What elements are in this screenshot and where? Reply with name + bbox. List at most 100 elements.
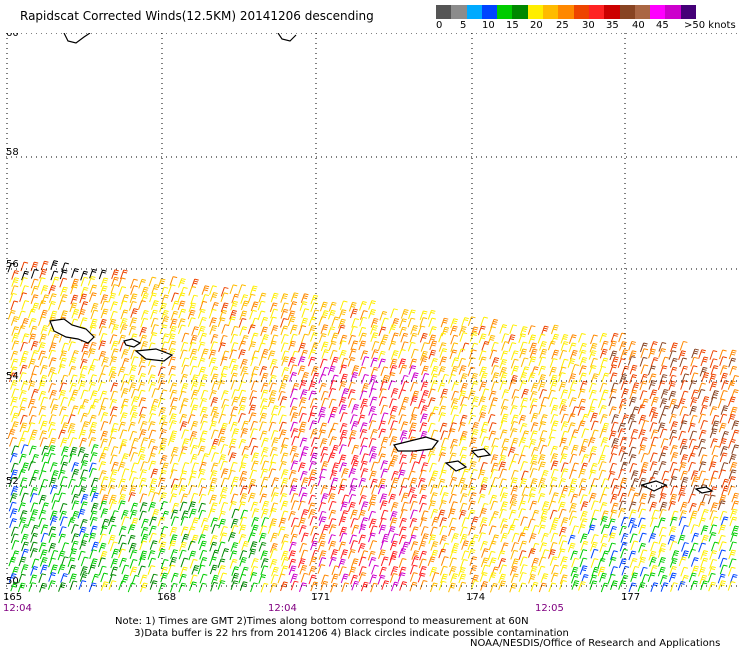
wind-barb (578, 349, 587, 360)
wind-barb (477, 469, 486, 480)
wind-barb (211, 438, 220, 449)
wind-barb (467, 548, 476, 559)
wind-barb (220, 526, 228, 536)
wind-barb (668, 572, 677, 583)
wind-barb (597, 566, 606, 577)
wind-barb (18, 502, 26, 512)
time-label: 12:04 (3, 603, 32, 614)
wind-barb (137, 565, 146, 576)
wind-barb (360, 310, 368, 320)
wind-barb (48, 533, 57, 543)
wind-barb (529, 430, 538, 441)
wind-barb (281, 350, 290, 361)
wind-barb (247, 293, 256, 304)
wind-barb (731, 492, 740, 503)
wind-barb (98, 565, 107, 576)
wind-barb (427, 412, 436, 423)
wind-barb (37, 277, 46, 287)
wind-barb (149, 580, 158, 590)
wind-barb (528, 438, 537, 449)
wind-barb (450, 334, 459, 345)
wind-barb (549, 477, 558, 487)
wind-barb (210, 373, 219, 384)
wind-barb (678, 462, 687, 472)
wind-barb (461, 342, 470, 353)
wind-barb (139, 502, 148, 512)
wind-barb (189, 574, 198, 585)
wind-barb (108, 516, 116, 526)
wind-barb (187, 317, 196, 327)
wind-barb (48, 477, 57, 488)
wind-barb (120, 404, 128, 415)
wind-barb (298, 517, 306, 528)
wind-barb (498, 580, 506, 591)
wind-barb (108, 524, 117, 535)
wind-barb (349, 325, 358, 336)
wind-barb (299, 564, 308, 575)
wind-barb (79, 365, 88, 376)
wind-barb (51, 334, 60, 344)
wind-barb (28, 582, 37, 592)
wind-barb (120, 509, 129, 520)
wind-barb (350, 540, 358, 550)
wind-barb (198, 582, 207, 593)
wind-barb (370, 332, 379, 342)
wind-barb (440, 573, 448, 584)
wind-barb (97, 381, 106, 392)
wind-barb (190, 397, 198, 408)
wind-barb (137, 389, 146, 400)
wind-barb (310, 540, 318, 551)
wind-barb (158, 541, 167, 552)
wind-barb (399, 364, 408, 375)
wind-barb (600, 437, 609, 447)
wind-barb (269, 508, 277, 518)
wind-barb (170, 462, 179, 473)
wind-barb (130, 356, 139, 366)
wind-barb (401, 541, 410, 552)
wind-barb (719, 356, 727, 366)
wind-barb (370, 317, 379, 328)
wind-barb (429, 526, 438, 537)
wind-barb (81, 398, 89, 409)
wind-barb (219, 373, 227, 383)
wind-barb (427, 453, 436, 463)
wind-barb (338, 349, 347, 360)
wind-barb (420, 381, 429, 392)
wind-barb (59, 516, 68, 526)
wind-barb (508, 460, 517, 471)
wind-barb (181, 332, 190, 343)
wind-barb (271, 477, 279, 487)
wind-barb (167, 348, 176, 358)
wind-barb (348, 566, 357, 577)
colorbar-swatch (466, 5, 482, 19)
wind-barb (599, 414, 608, 424)
wind-barb (581, 428, 589, 438)
wind-barb (251, 517, 259, 527)
wind-barb (138, 510, 147, 521)
wind-barb (120, 349, 129, 359)
wind-barb (668, 380, 677, 391)
wind-barb (637, 582, 646, 592)
wind-barb (59, 476, 68, 486)
wind-barb (281, 366, 289, 377)
wind-barb (48, 414, 57, 424)
wind-barb (318, 502, 326, 512)
wind-barb (60, 414, 69, 425)
wind-barb (501, 389, 510, 399)
wind-barb (557, 548, 566, 559)
wind-barb (217, 580, 226, 590)
wind-barb (658, 452, 667, 463)
wind-barb (11, 445, 19, 456)
wind-barb (540, 469, 549, 480)
wind-barb (197, 438, 206, 448)
wind-barb (271, 405, 279, 415)
wind-barb (529, 348, 538, 359)
wind-barb (450, 438, 458, 449)
wind-barb (130, 412, 138, 422)
wind-barb (338, 340, 347, 350)
wind-barb (110, 558, 119, 569)
wind-barb (21, 318, 29, 328)
wind-barb (499, 420, 508, 430)
wind-barb (560, 468, 569, 478)
wind-barb (10, 358, 19, 369)
